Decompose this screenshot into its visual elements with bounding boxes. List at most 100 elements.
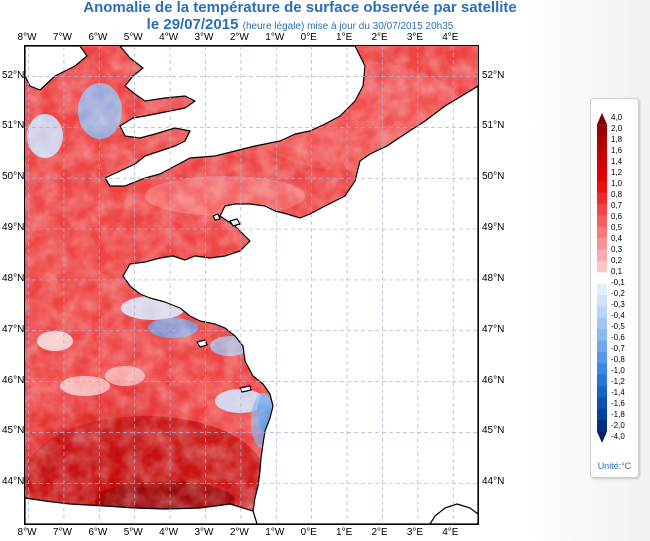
color-scale-tick-label: 0,1 bbox=[611, 267, 623, 276]
longitude-label: 5°W bbox=[123, 32, 143, 43]
color-scale-tick-label: -1,6 bbox=[611, 399, 625, 408]
latitude-label: 46°N bbox=[482, 374, 505, 386]
latitude-label: 51°N bbox=[482, 120, 505, 132]
latitude-label: 52°N bbox=[482, 69, 505, 81]
grid-lines bbox=[25, 46, 478, 524]
color-scale-tick-label: 0,7 bbox=[611, 201, 623, 210]
color-scale-swatch bbox=[597, 363, 607, 376]
color-scale-swatch bbox=[597, 181, 607, 193]
map-update-note: (heure légale) mise à jour du 30/07/2015… bbox=[242, 21, 454, 32]
map-date: le 29/07/2015 bbox=[146, 16, 239, 33]
color-scale-swatch bbox=[597, 295, 607, 307]
longitude-label: 7°W bbox=[52, 32, 72, 43]
color-scale-tick-label: -1,0 bbox=[611, 366, 625, 375]
longitude-label: 3°W bbox=[194, 32, 214, 43]
color-scale-swatch bbox=[597, 215, 607, 228]
longitude-label: 7°W bbox=[52, 527, 72, 538]
color-scale-tick-label: -0,3 bbox=[611, 300, 625, 309]
color-scale-tick-label: 4,0 bbox=[611, 113, 623, 122]
longitude-label: 3°W bbox=[194, 527, 214, 538]
latitude-label: 44°N bbox=[482, 476, 505, 488]
color-scale-swatch bbox=[597, 431, 607, 443]
latitude-label: 48°N bbox=[2, 272, 25, 284]
longitude-label: 1°W bbox=[265, 527, 285, 538]
title-block: Anomalie de la température de surface ob… bbox=[0, 0, 600, 36]
longitude-label: 1°E bbox=[336, 32, 353, 43]
longitude-label: 1°E bbox=[336, 527, 353, 538]
latitude-label: 46°N bbox=[2, 374, 25, 386]
longitude-label: 2°E bbox=[371, 527, 388, 538]
map-canvas bbox=[25, 46, 478, 524]
color-scale-tick-label: -0,6 bbox=[611, 333, 625, 342]
longitude-label: 2°W bbox=[229, 527, 249, 538]
longitude-label: 3°E bbox=[406, 527, 424, 538]
latitude-label: 45°N bbox=[482, 425, 505, 437]
color-scale-tick-label: 0,6 bbox=[611, 212, 623, 221]
color-scale-swatch bbox=[597, 249, 607, 262]
land-ireland bbox=[25, 46, 88, 91]
land-belle-ile bbox=[196, 339, 208, 348]
color-scale-swatch bbox=[597, 226, 607, 239]
longitude-label: 5°W bbox=[123, 527, 143, 538]
color-scale-tick-label: 0,2 bbox=[611, 256, 623, 265]
land-mediterranean-coast bbox=[429, 503, 478, 524]
color-scale-swatch bbox=[597, 272, 607, 284]
color-scale-swatch bbox=[597, 306, 607, 319]
color-scale-tick-label: -1,2 bbox=[611, 377, 625, 386]
color-scale-swatch bbox=[597, 351, 607, 364]
map-subtitle: le 29/07/2015 (heure légale) mise à jour… bbox=[0, 16, 600, 36]
color-scale-swatch bbox=[597, 169, 607, 182]
color-scale-tick-label: -0,4 bbox=[611, 311, 625, 320]
sst-anomaly-map[interactable] bbox=[24, 45, 479, 525]
color-scale-swatch bbox=[597, 374, 607, 387]
latitude-label: 50°N bbox=[2, 171, 25, 183]
land-ile-de-re bbox=[239, 385, 252, 393]
color-scale-tick-label: -0,7 bbox=[611, 344, 625, 353]
color-scale-tick-label: 1,4 bbox=[611, 157, 623, 166]
color-scale-tick-label: -0,2 bbox=[611, 289, 625, 298]
latitude-label: 45°N bbox=[2, 425, 25, 437]
land-france bbox=[122, 85, 478, 524]
longitude-label: 6°W bbox=[88, 527, 108, 538]
color-scale-tick-label: -0,8 bbox=[611, 355, 625, 364]
color-scale-swatch bbox=[597, 192, 607, 205]
longitude-label: 4°E bbox=[442, 32, 459, 43]
longitude-label: 8°W bbox=[17, 527, 37, 538]
longitude-label: 1°W bbox=[265, 32, 285, 43]
color-scale-tick-label: 0,5 bbox=[611, 223, 623, 232]
longitude-label: 0°E bbox=[300, 32, 317, 43]
longitude-label: 2°E bbox=[371, 32, 388, 43]
latitude-label: 48°N bbox=[482, 272, 505, 284]
longitude-label: 4°W bbox=[159, 32, 179, 43]
color-scale-tick-label: 1,0 bbox=[611, 179, 623, 188]
color-scale-tick-label: 1,2 bbox=[611, 168, 623, 177]
color-scale-swatch bbox=[597, 329, 607, 341]
latitude-label: 44°N bbox=[2, 476, 25, 488]
latitude-label: 49°N bbox=[482, 222, 505, 234]
color-scale-swatch bbox=[597, 420, 607, 432]
color-scale-swatch bbox=[597, 124, 607, 137]
color-scale-swatch bbox=[597, 386, 607, 398]
color-scale-swatch bbox=[597, 135, 607, 148]
latitude-label: 51°N bbox=[2, 120, 25, 132]
longitude-label: 0°E bbox=[300, 527, 317, 538]
latitude-label: 50°N bbox=[482, 171, 505, 183]
color-scale-swatch bbox=[597, 204, 607, 216]
color-scale-swatch bbox=[597, 158, 607, 171]
map-title: Anomalie de la température de surface ob… bbox=[83, 0, 517, 16]
color-scale-swatch bbox=[597, 238, 607, 250]
color-scale-tick-label: 2,0 bbox=[611, 124, 623, 133]
color-scale-tick-label: -1,8 bbox=[611, 410, 625, 419]
color-scale-legend: 4,0 2,0 1,8 1,6 1,4 1,2 1,0 0,8 0,7 0,6 0,5 0,4 0,3 0… bbox=[590, 98, 639, 478]
color-scale-tick-label: -4,0 bbox=[611, 432, 625, 441]
longitude-label: 2°W bbox=[229, 32, 249, 43]
color-scale-swatch bbox=[597, 397, 607, 410]
longitude-label: 4°W bbox=[159, 527, 179, 538]
land-spain bbox=[25, 497, 258, 524]
land-guernsey bbox=[212, 213, 221, 221]
color-scale-tick-label: -2,0 bbox=[611, 421, 625, 430]
longitude-label: 8°W bbox=[17, 32, 37, 43]
color-scale-swatch bbox=[597, 260, 607, 273]
latitude-label: 49°N bbox=[2, 222, 25, 234]
latitude-label: 47°N bbox=[2, 323, 25, 335]
